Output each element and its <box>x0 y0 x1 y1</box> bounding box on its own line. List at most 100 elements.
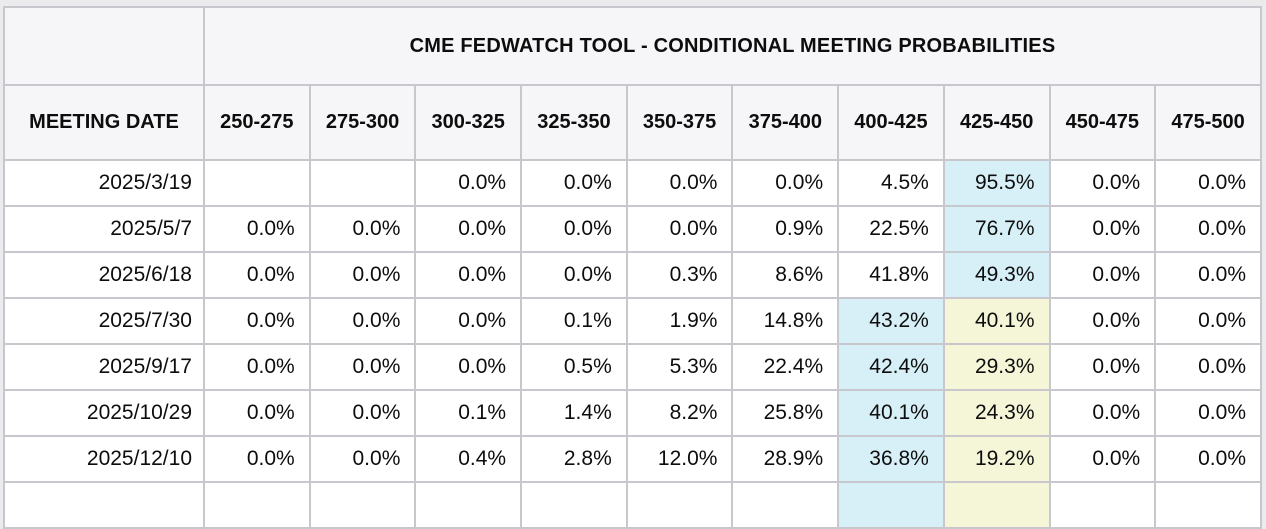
probability-cell <box>731 481 840 529</box>
probability-cell <box>837 481 945 529</box>
probability-cell: 76.7% <box>942 205 1051 253</box>
probability-cell: 0.0% <box>1048 159 1157 207</box>
rate-column-header: 425-450 <box>942 84 1051 161</box>
meeting-date-cell: 2025/9/17 <box>3 343 205 391</box>
probability-cell <box>308 159 417 207</box>
probability-cell: 0.0% <box>520 159 628 207</box>
probability-cell: 0.0% <box>203 251 311 299</box>
probability-cell: 0.0% <box>1048 205 1157 253</box>
probability-cell: 0.0% <box>308 297 417 345</box>
rate-column-header: 325-350 <box>520 84 628 161</box>
meeting-date-cell <box>3 481 205 529</box>
partial-table-row <box>3 481 1262 529</box>
probability-cell: 5.3% <box>625 343 734 391</box>
probability-cell: 1.4% <box>520 389 628 437</box>
probability-cell: 0.0% <box>308 389 417 437</box>
probability-cell: 8.6% <box>731 251 840 299</box>
corner-cell <box>3 6 205 86</box>
probability-cell: 0.0% <box>414 159 523 207</box>
probability-cell: 0.0% <box>1048 435 1157 483</box>
probability-table-body: 2025/3/19 0.0% 0.0% 0.0% 0.0% 4.5% 95.5% 0.0% 0.… <box>3 159 1262 529</box>
probability-cell: 0.0% <box>1048 251 1157 299</box>
meeting-date-cell: 2025/5/7 <box>3 205 205 253</box>
probability-cell: 0.3% <box>625 251 734 299</box>
probability-cell: 0.5% <box>520 343 628 391</box>
probability-cell: 40.1% <box>837 389 945 437</box>
table-row: 2025/10/29 0.0% 0.0% 0.1% 1.4% 8.2% 25.8% 40.1%… <box>3 389 1262 437</box>
probability-cell: 8.2% <box>625 389 734 437</box>
probability-cell: 0.0% <box>520 205 628 253</box>
table-row: 2025/5/7 0.0% 0.0% 0.0% 0.0% 0.0% 0.9% 22.5% 76.… <box>3 205 1262 253</box>
probability-cell: 0.0% <box>1048 297 1157 345</box>
probability-cell: 29.3% <box>942 343 1051 391</box>
rate-column-header: 250-275 <box>203 84 311 161</box>
rate-column-header: 350-375 <box>625 84 734 161</box>
probability-cell: 0.0% <box>1154 159 1262 207</box>
probability-cell: 40.1% <box>942 297 1051 345</box>
probability-cell: 22.4% <box>731 343 840 391</box>
probability-cell: 0.0% <box>308 251 417 299</box>
probability-cell: 43.2% <box>837 297 945 345</box>
probability-cell: 22.5% <box>837 205 945 253</box>
probability-cell: 0.0% <box>308 435 417 483</box>
title-row: CME FEDWATCH TOOL - CONDITIONAL MEETING … <box>3 6 1262 86</box>
rate-column-header: 300-325 <box>414 84 523 161</box>
probability-cell: 0.0% <box>1154 297 1262 345</box>
meeting-date-cell: 2025/7/30 <box>3 297 205 345</box>
probability-cell: 19.2% <box>942 435 1051 483</box>
probability-cell: 49.3% <box>942 251 1051 299</box>
probability-cell: 2.8% <box>520 435 628 483</box>
table-row: 2025/6/18 0.0% 0.0% 0.0% 0.0% 0.3% 8.6% 41.8% 49… <box>3 251 1262 299</box>
probability-cell <box>414 481 523 529</box>
probability-cell: 0.0% <box>203 297 311 345</box>
probability-cell: 1.9% <box>625 297 734 345</box>
probability-cell: 0.0% <box>1154 251 1262 299</box>
rate-column-header: 400-425 <box>837 84 945 161</box>
rate-column-header: 275-300 <box>308 84 417 161</box>
probability-cell: 0.0% <box>203 205 311 253</box>
rate-column-header: 450-475 <box>1048 84 1157 161</box>
meeting-date-cell: 2025/12/10 <box>3 435 205 483</box>
probability-cell: 0.0% <box>308 205 417 253</box>
probability-cell: 0.0% <box>1154 435 1262 483</box>
probability-cell: 0.0% <box>414 343 523 391</box>
meeting-date-header: MEETING DATE <box>3 84 205 161</box>
probability-cell: 0.0% <box>625 159 734 207</box>
probability-cell: 95.5% <box>942 159 1051 207</box>
probability-cell <box>203 159 311 207</box>
probability-cell <box>203 481 311 529</box>
table-title: CME FEDWATCH TOOL - CONDITIONAL MEETING … <box>203 6 1262 86</box>
probability-cell <box>625 481 734 529</box>
rate-column-header: 475-500 <box>1154 84 1262 161</box>
probability-cell <box>942 481 1051 529</box>
probability-cell: 41.8% <box>837 251 945 299</box>
probability-cell: 0.0% <box>203 343 311 391</box>
probability-cell: 24.3% <box>942 389 1051 437</box>
meeting-date-cell: 2025/6/18 <box>3 251 205 299</box>
meeting-date-cell: 2025/10/29 <box>3 389 205 437</box>
probability-cell: 0.1% <box>414 389 523 437</box>
probability-cell: 0.0% <box>414 205 523 253</box>
probability-cell: 0.1% <box>520 297 628 345</box>
table-row: 2025/3/19 0.0% 0.0% 0.0% 0.0% 4.5% 95.5% 0.0% 0.… <box>3 159 1262 207</box>
probability-cell: 0.0% <box>625 205 734 253</box>
probability-cell <box>520 481 628 529</box>
probability-cell: 14.8% <box>731 297 840 345</box>
probability-cell: 0.4% <box>414 435 523 483</box>
probability-cell: 12.0% <box>625 435 734 483</box>
probability-cell: 0.0% <box>1048 343 1157 391</box>
probability-cell <box>1154 481 1262 529</box>
probability-cell: 36.8% <box>837 435 945 483</box>
fedwatch-probability-table: CME FEDWATCH TOOL - CONDITIONAL MEETING … <box>3 6 1262 529</box>
probability-cell: 0.0% <box>414 251 523 299</box>
table-row: 2025/12/10 0.0% 0.0% 0.4% 2.8% 12.0% 28.9% 36.8… <box>3 435 1262 483</box>
probability-cell: 0.0% <box>414 297 523 345</box>
probability-cell: 0.0% <box>308 343 417 391</box>
probability-cell: 0.0% <box>1048 389 1157 437</box>
probability-cell: 0.0% <box>203 435 311 483</box>
probability-cell: 0.0% <box>203 389 311 437</box>
probability-cell: 42.4% <box>837 343 945 391</box>
probability-cell: 0.0% <box>520 251 628 299</box>
table-row: 2025/7/30 0.0% 0.0% 0.0% 0.1% 1.9% 14.8% 43.2% 4… <box>3 297 1262 345</box>
meeting-date-cell: 2025/3/19 <box>3 159 205 207</box>
